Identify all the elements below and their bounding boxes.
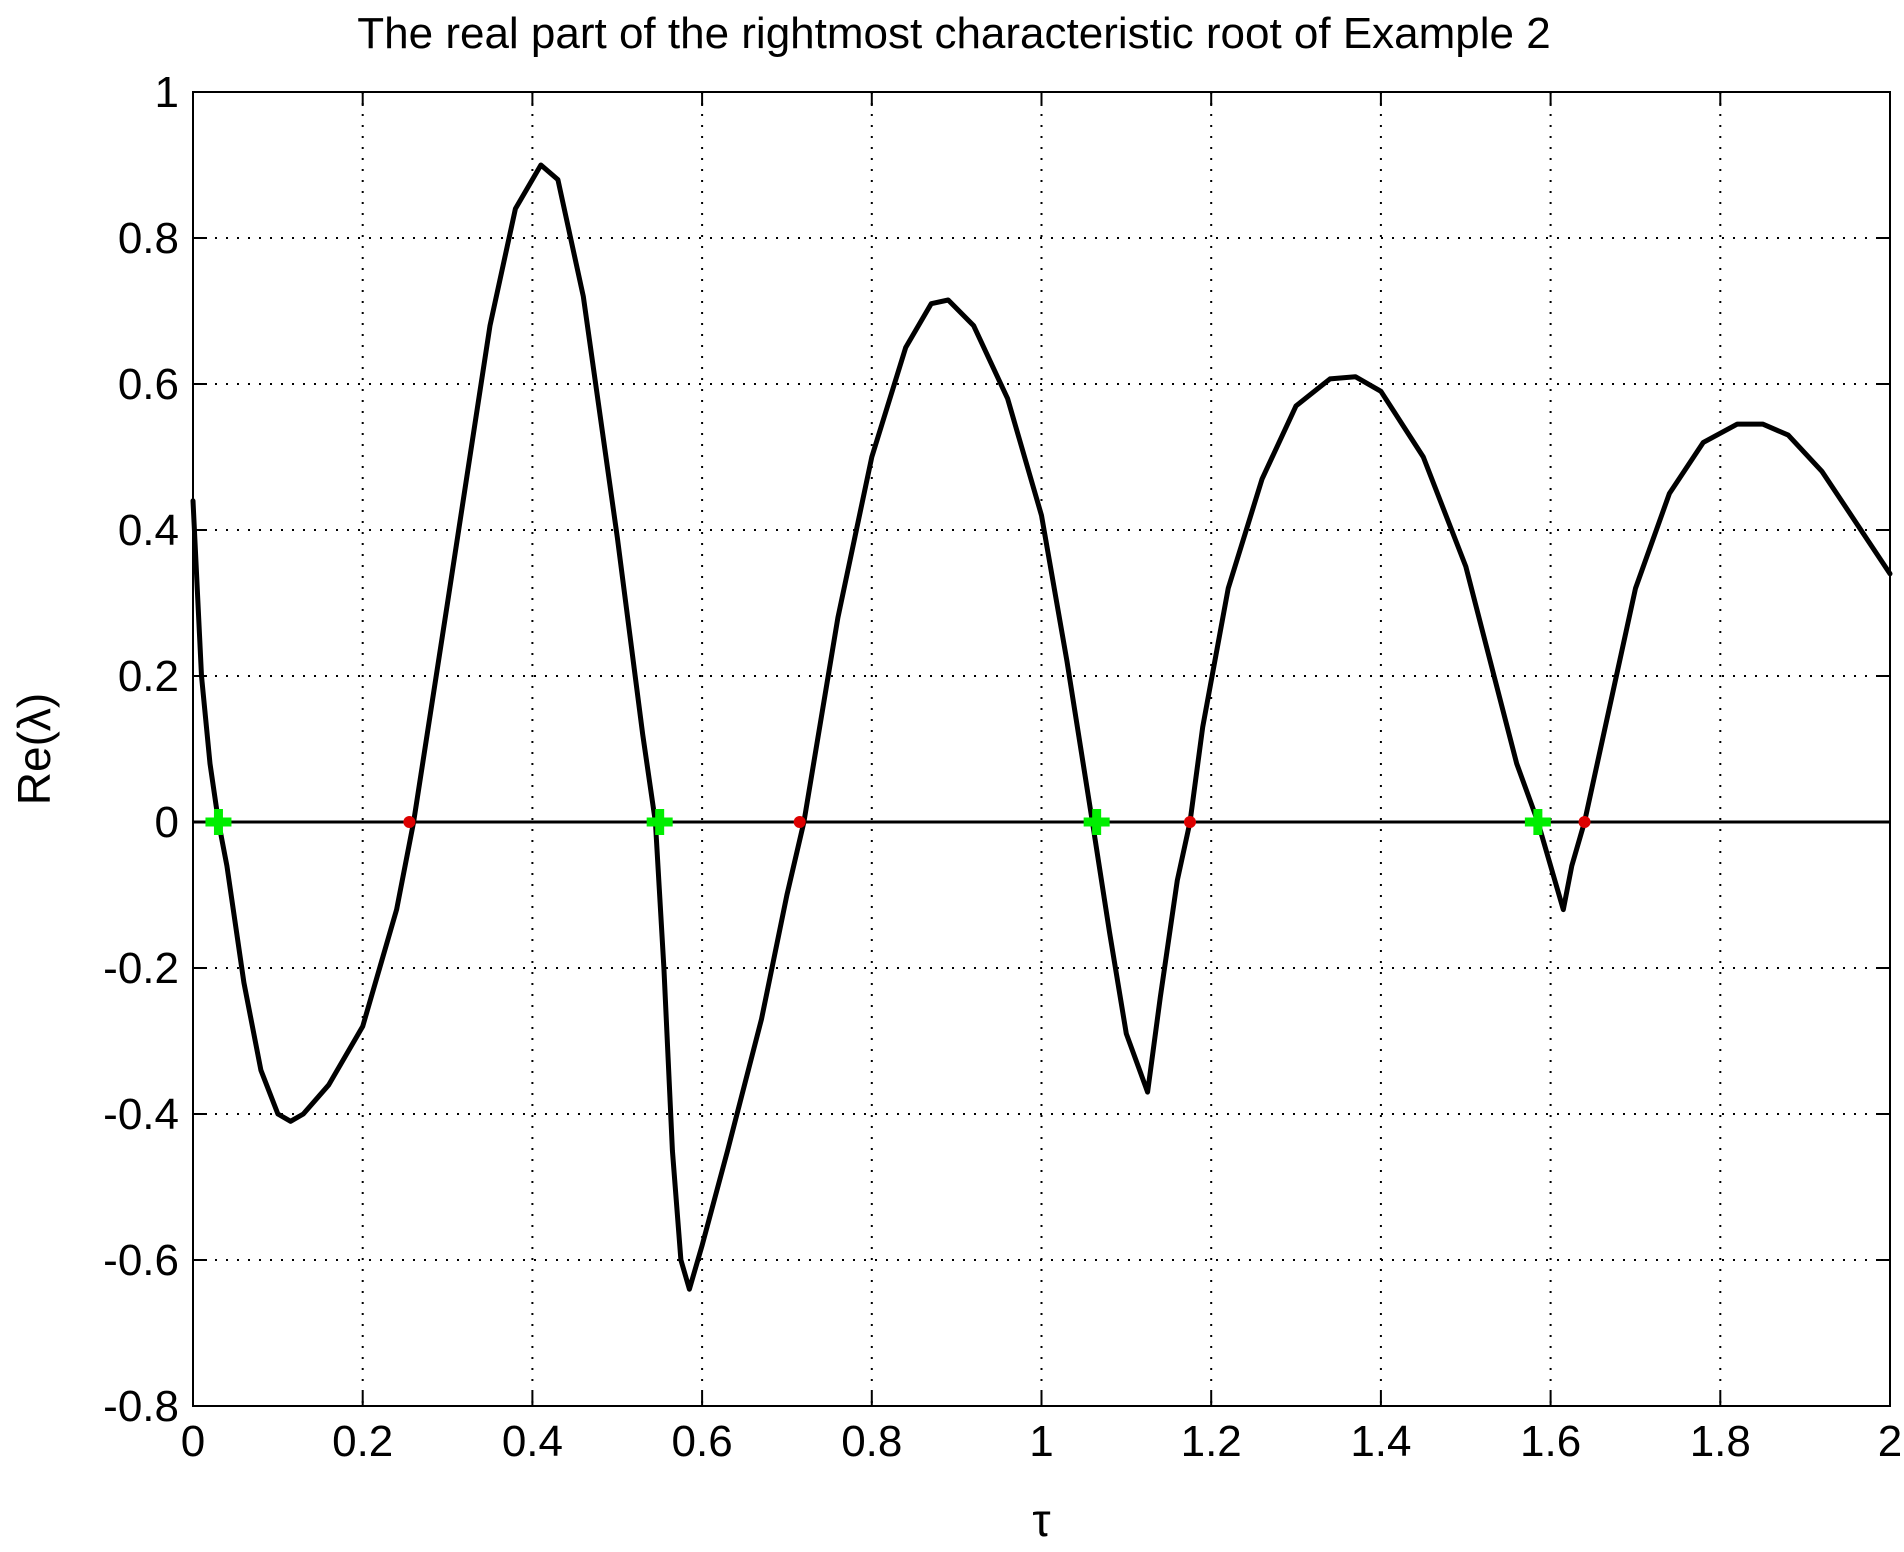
x-axis-tick-labels: 0 0.2 0.4 0.6 0.8 1 1.2 1.4 1.6 1.8 2 [181,1417,1902,1466]
axis-ticks [192,91,1891,1407]
x-tick-label: 2 [1878,1417,1902,1466]
x-tick-label: 0.6 [672,1417,733,1466]
series-line [190,162,1893,1292]
y-tick-label: -0.8 [103,1382,179,1431]
y-tick-label: 0 [155,798,179,847]
x-tick-label: 1.8 [1690,1417,1751,1466]
x-tick-label: 1.6 [1520,1417,1581,1466]
plot-area [192,91,1891,1407]
y-tick-label: -0.2 [103,944,179,993]
chart-title: The real part of the rightmost character… [357,9,1550,58]
y-tick-label: 1 [155,68,179,117]
x-tick-label: 1.2 [1181,1417,1242,1466]
y-axis-tick-labels: -0.8 -0.6 -0.4 -0.2 0 0.2 0.4 0.6 0.8 1 [103,68,179,1431]
x-tick-label: 0.8 [841,1417,902,1466]
x-tick-label: 1 [1029,1417,1053,1466]
y-tick-label: -0.4 [103,1090,179,1139]
y-tick-label: 0.8 [118,214,179,263]
y-tick-label: 0.2 [118,652,179,701]
root-crossing-markers [205,809,1591,835]
crossing-marker [1183,816,1196,828]
x-tick-label: 0 [181,1417,205,1466]
x-axis-label: τ [1032,1494,1050,1546]
y-tick-label: -0.6 [103,1236,179,1285]
crossing-marker [1578,816,1591,828]
grid [193,92,1890,1406]
crossing-marker [793,816,806,828]
x-tick-label: 0.2 [332,1417,393,1466]
y-tick-label: 0.6 [118,360,179,409]
y-tick-label: 0.4 [118,506,179,555]
y-axis-label: Re(λ) [8,693,60,805]
crossing-marker [403,816,416,828]
x-tick-label: 0.4 [502,1417,563,1466]
x-tick-label: 1.4 [1350,1417,1411,1466]
